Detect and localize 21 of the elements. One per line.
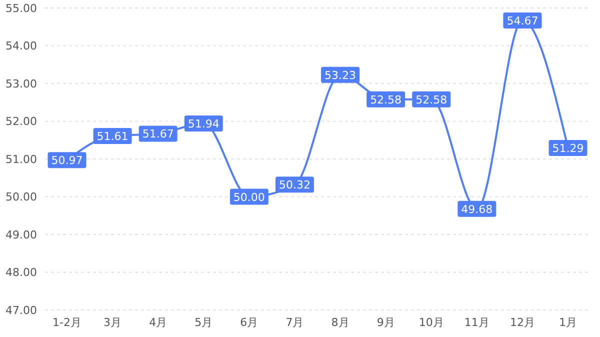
- x-tick-label: 6月: [240, 316, 258, 329]
- y-tick-label: 48.00: [6, 266, 37, 280]
- x-tick-label: 7月: [286, 316, 304, 329]
- y-tick-label: 54.00: [6, 40, 37, 53]
- x-tick-label: 8月: [331, 316, 350, 329]
- y-tick-label: 47.00: [6, 304, 37, 317]
- y-tick-label: 55.00: [6, 2, 37, 15]
- x-tick-label: 5月: [194, 316, 213, 329]
- y-tick-label: 50.00: [6, 190, 37, 204]
- y-tick-label: 51.00: [6, 152, 37, 166]
- x-tick-label: 4月: [149, 316, 168, 329]
- x-tick-label: 10月: [418, 316, 444, 329]
- x-tick-label: 9月: [376, 316, 395, 329]
- x-tick-label: 11月: [464, 316, 490, 329]
- x-tick-label: 3月: [104, 316, 122, 329]
- y-tick-label: 49.00: [6, 228, 37, 242]
- y-tick-label: 52.00: [6, 115, 37, 128]
- y-tick-label: 53.00: [6, 77, 37, 90]
- x-tick-label: 1-2月: [52, 316, 82, 329]
- x-tick-label: 1月: [559, 316, 577, 329]
- x-tick-label: 12月: [510, 316, 535, 329]
